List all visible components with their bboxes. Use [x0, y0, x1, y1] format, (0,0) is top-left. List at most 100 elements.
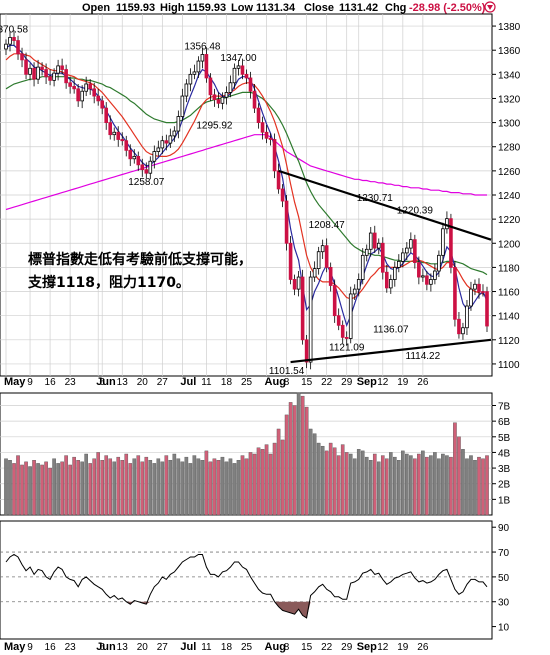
candle-body — [96, 95, 100, 102]
volume-bar — [72, 456, 76, 516]
volume-bar — [52, 458, 56, 516]
month-label: Jun — [96, 376, 116, 388]
day-label: 26 — [417, 377, 429, 388]
volume-bar — [437, 458, 441, 516]
month-label: May — [4, 641, 26, 653]
candle-body — [56, 65, 60, 74]
candle-body — [260, 122, 265, 133]
day-label: 20 — [137, 377, 149, 388]
volume-bar — [304, 406, 309, 516]
day-label: 15 — [301, 642, 313, 653]
volume-bar — [312, 433, 317, 516]
volume-bar — [188, 463, 193, 516]
candle-body — [332, 285, 337, 317]
candle-body — [148, 160, 153, 174]
volume-bar — [180, 461, 185, 516]
osc-tick-label: 70 — [498, 548, 510, 559]
price-annotation: 1220.39 — [397, 206, 434, 217]
candle-body — [68, 82, 72, 87]
candle-body — [453, 266, 457, 320]
volume-bar — [376, 461, 381, 516]
price-tick-label: 1140 — [498, 312, 520, 323]
candle-body — [288, 242, 293, 280]
candle-body — [388, 279, 393, 289]
volume-bar — [409, 455, 413, 516]
volume-bar — [284, 414, 289, 516]
volume-bar — [364, 456, 369, 516]
volume-bar — [324, 450, 329, 516]
volume-bar — [168, 460, 173, 516]
price-annotation: 1370.58 — [0, 24, 29, 35]
candle-body — [477, 283, 481, 292]
candle-body — [100, 100, 105, 109]
volume-bar — [340, 444, 345, 516]
volume-bar — [48, 467, 52, 516]
volume-bar — [140, 461, 145, 516]
price-annotation: 1114.22 — [406, 351, 441, 362]
volume-bars — [4, 392, 489, 516]
price-tick-label: 1360 — [498, 46, 521, 57]
volume-bar — [112, 461, 117, 516]
candle-body — [80, 90, 84, 102]
high-label: High — [160, 2, 185, 14]
candle-body — [421, 275, 425, 278]
month-label: Jun — [96, 641, 116, 653]
candle-body — [12, 37, 16, 41]
day-label: 25 — [241, 377, 253, 388]
candle-body — [316, 251, 321, 270]
candle-body — [88, 83, 92, 90]
candle-body — [20, 53, 24, 61]
volume-tick-label: 7B — [498, 402, 511, 413]
volume-tick-label: 3B — [498, 464, 511, 475]
volume-bar — [104, 455, 109, 516]
volume-bar — [64, 455, 68, 516]
candle-body — [140, 164, 145, 171]
volume-bar — [429, 455, 433, 516]
candle-body — [28, 67, 32, 75]
volume-bar — [212, 458, 217, 516]
volume-bar — [92, 458, 96, 516]
oscillator-grid — [0, 551, 492, 603]
volume-bar — [232, 463, 237, 516]
price-tick-label: 1260 — [498, 167, 521, 178]
candle-body — [212, 94, 217, 101]
volume-bar — [136, 455, 141, 516]
candle-body — [52, 72, 56, 81]
candle-body — [104, 107, 109, 124]
candle-body — [413, 239, 417, 263]
volume-bar — [12, 463, 16, 516]
candle-body — [216, 99, 221, 104]
volume-bar — [465, 458, 469, 516]
candle-body — [176, 116, 181, 132]
volume-bar — [445, 455, 449, 516]
candle-body — [48, 76, 52, 81]
volume-bar — [388, 452, 393, 516]
volume-bar — [24, 461, 28, 516]
day-label: 13 — [117, 642, 129, 653]
volume-bar — [248, 452, 253, 516]
price-tick-label: 1240 — [498, 191, 521, 202]
day-label: 15 — [301, 377, 313, 388]
volume-bar — [308, 428, 313, 516]
trendlines — [278, 169, 492, 364]
candle-body — [188, 73, 193, 85]
candle-body — [437, 254, 441, 272]
volume-bar — [356, 449, 361, 516]
osc-tick-label: 10 — [498, 623, 510, 634]
volume-bar — [148, 460, 153, 516]
candle-body — [240, 65, 245, 75]
volume-bar — [152, 463, 157, 516]
price-tick-label: 1380 — [498, 22, 521, 33]
volume-bar — [292, 405, 297, 516]
candle-body — [445, 218, 449, 230]
volume-bar — [192, 455, 197, 516]
trendline — [290, 338, 492, 364]
commentary-line-2: 支撐1118，阻力1170。 — [27, 274, 190, 291]
candle-body — [236, 65, 241, 69]
volume-bar — [473, 460, 477, 516]
volume-bar — [100, 460, 105, 516]
price-axis: 1100 1120 1140 1160 1180 1200 1220 1240 1260 1280… — [492, 22, 521, 371]
day-label: 6 — [99, 377, 105, 388]
volume-tick-label: 4B — [498, 448, 511, 459]
candle-body — [300, 276, 305, 341]
